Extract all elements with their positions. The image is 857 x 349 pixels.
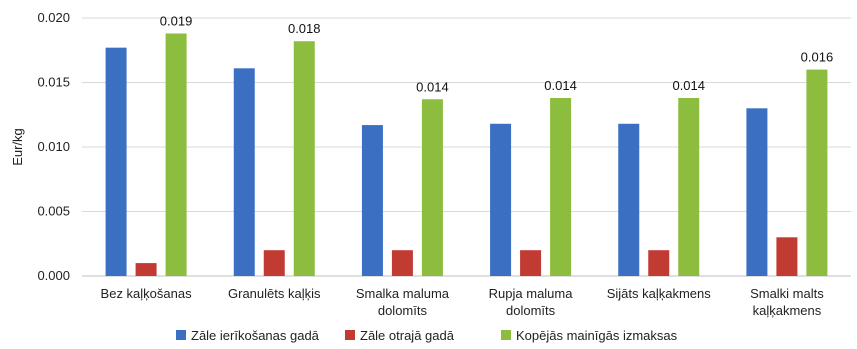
bar [776,237,798,276]
legend-label: Zāle otrajā gadā [360,328,455,343]
bar [550,97,572,276]
category-labels: Bez kaļķošanas Granulēts kaļķis Smalka mal… [101,286,825,318]
y-tick-label: 0.010 [37,139,70,154]
bar [806,69,828,276]
y-tick-label: 0.000 [37,268,70,283]
bar [135,263,157,276]
y-axis-ticks: 0.000 0.005 0.010 0.015 0.020 [37,10,70,283]
bar [165,33,187,277]
data-label: 0.016 [801,50,834,65]
legend-label: Kopējās mainīgās izmaksas [516,328,678,343]
bar [391,250,413,276]
category-label: Sijāts kaļķakmens [607,286,712,301]
bar [421,99,443,277]
legend-label: Zāle ierīkošanas gadā [191,328,320,343]
category-label: Smalka maluma dolomīts [356,286,450,318]
bars [105,33,828,277]
data-label: 0.014 [416,79,449,94]
bar [618,123,640,276]
category-label: Rupja maluma dolomīts [489,286,574,318]
bar [746,108,768,276]
bar [490,123,512,276]
legend: Zāle ierīkošanas gadā Zāle otrajā gadā Kop… [176,328,678,343]
y-tick-label: 0.020 [37,10,70,25]
data-labels: 0.019 0.018 0.014 0.014 0.014 0.016 [160,13,833,94]
data-label: 0.019 [160,13,193,28]
legend-swatch [176,330,186,340]
y-tick-label: 0.005 [37,204,70,219]
category-label: Smalki malts kaļķakmens [750,286,824,318]
bar [293,41,315,276]
bar [678,97,700,276]
legend-swatch [345,330,355,340]
y-axis-label: Eur/kg [10,128,25,166]
data-label: 0.014 [544,78,577,93]
legend-swatch [501,330,511,340]
category-label: Bez kaļķošanas [101,286,193,301]
y-tick-label: 0.015 [37,75,70,90]
data-label: 0.014 [672,78,705,93]
category-label: Granulēts kaļķis [228,286,321,301]
bar [263,250,285,276]
bar [520,250,542,276]
bar [648,250,670,276]
bar [361,125,383,276]
bar [105,47,127,276]
bar [233,68,255,276]
data-label: 0.018 [288,21,321,36]
gridlines [82,17,851,212]
